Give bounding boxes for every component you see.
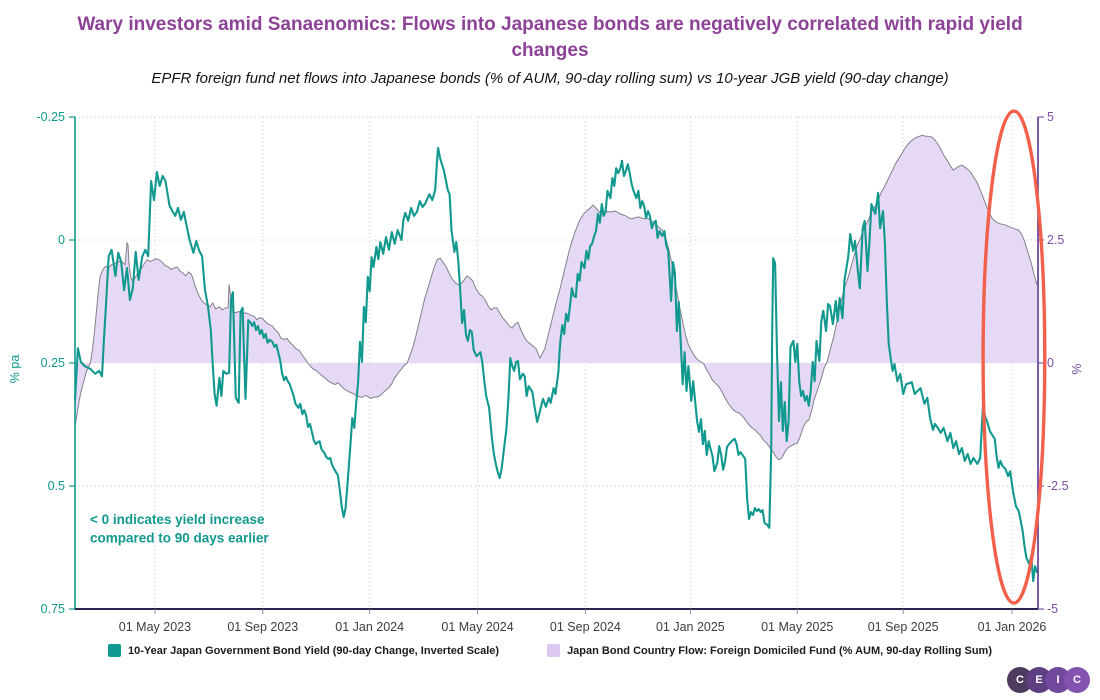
annotation-note: compared to 90 days earlier xyxy=(90,531,269,546)
logo-letter-c2: C xyxy=(1064,667,1090,693)
chart-subtitle: EPFR foreign fund net flows into Japanes… xyxy=(151,70,949,88)
highlight-ellipse-icon xyxy=(981,109,1047,605)
left-axis-tick-label: 0.5 xyxy=(48,479,65,493)
left-axis-title: % pa xyxy=(8,355,22,384)
legend-swatch-purple-icon xyxy=(547,644,561,657)
x-axis-tick-label: 01 Jan 2026 xyxy=(978,620,1047,634)
flow-area-series xyxy=(75,135,1037,460)
legend-label: 10-Year Japan Government Bond Yield (90-… xyxy=(127,644,500,657)
x-axis-tick-label: 01 Jan 2025 xyxy=(656,620,725,634)
x-axis-tick-label: 01 Sep 2023 xyxy=(227,620,298,634)
legend-label: Japan Bond Country Flow: Foreign Domicil… xyxy=(567,644,992,657)
right-axis-tick-label: 5 xyxy=(1047,110,1054,124)
annotation-note: < 0 indicates yield increase xyxy=(90,512,265,527)
left-axis-tick-label: -0.25 xyxy=(37,110,66,124)
x-axis-tick-label: 01 May 2023 xyxy=(119,620,191,634)
legend-swatch-teal-icon xyxy=(107,644,121,657)
jgb-yield-line-series xyxy=(73,146,1039,583)
right-axis-tick-label: -5 xyxy=(1047,602,1058,616)
page-title: Wary investors amid Sanaenomics: Flows i… xyxy=(77,14,1023,61)
legend-item-jgb-yield[interactable]: 10-Year Japan Government Bond Yield (90-… xyxy=(107,644,500,657)
right-axis-tick-label: 0 xyxy=(1047,356,1054,370)
left-axis-tick-label: 0.25 xyxy=(41,356,65,370)
right-axis-title: % xyxy=(1070,363,1084,374)
right-axis-tick-label: 2.5 xyxy=(1047,233,1064,247)
x-axis-tick-label: 01 Sep 2024 xyxy=(550,620,621,634)
right-axis-tick-label: -2.5 xyxy=(1047,479,1069,493)
x-axis-tick-label: 01 May 2025 xyxy=(761,620,833,634)
legend-item-bond-flow[interactable]: Japan Bond Country Flow: Foreign Domicil… xyxy=(547,644,992,657)
ceic-logo: C E I C xyxy=(1007,667,1090,693)
chart-legend: 10-Year Japan Government Bond Yield (90-… xyxy=(0,644,1100,657)
left-axis-tick-label: 0.75 xyxy=(41,602,65,616)
left-axis-tick-label: 0 xyxy=(58,233,65,247)
x-axis-tick-label: 01 Sep 2025 xyxy=(868,620,939,634)
x-axis-tick-label: 01 May 2024 xyxy=(441,620,513,634)
x-axis-tick-label: 01 Jan 2024 xyxy=(335,620,404,634)
